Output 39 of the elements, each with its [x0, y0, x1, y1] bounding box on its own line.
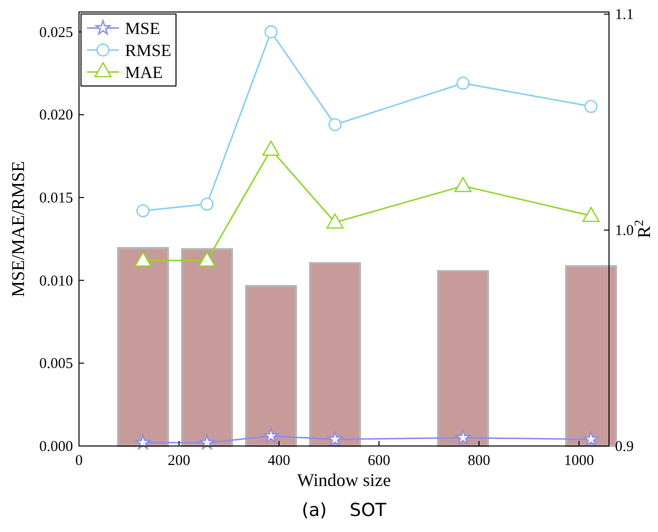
point — [136, 204, 150, 218]
point — [454, 177, 472, 192]
point — [584, 100, 598, 113]
x-tick-label: 600 — [368, 453, 390, 469]
point — [455, 430, 471, 444]
point — [456, 76, 470, 90]
text: (a) SOT — [302, 500, 388, 521]
point — [199, 434, 215, 450]
point — [263, 428, 279, 443]
y2-tick-label: 0.9 — [615, 439, 634, 455]
x-tick-label: 200 — [168, 453, 190, 469]
point — [264, 25, 278, 38]
y-tick-label: 0.015 — [39, 190, 73, 207]
y2-tick-label: 1.1 — [615, 7, 634, 24]
point — [262, 140, 280, 156]
point — [200, 198, 214, 211]
point — [198, 252, 216, 267]
y2-tick-label: 1.0 — [615, 223, 634, 240]
y-axis-title: MSE/MAE/RMSE — [8, 160, 28, 298]
x-tick-label: 0 — [75, 453, 83, 469]
x-axis-title: Window size — [297, 470, 391, 490]
x-tick-label: 1000 — [564, 453, 594, 469]
point — [583, 431, 599, 446]
y-tick-label: 0.010 — [39, 273, 73, 290]
legend-label: RMSE — [125, 41, 172, 60]
point — [582, 206, 600, 222]
x-tick-label: 800 — [468, 453, 490, 469]
point — [326, 214, 344, 229]
point — [327, 431, 343, 446]
point — [328, 118, 342, 132]
x-tick-label: 400 — [268, 453, 290, 469]
legend-label: MAE — [125, 63, 163, 82]
y-tick-label: 0.000 — [39, 439, 73, 455]
y-tick-label: 0.025 — [39, 24, 73, 41]
y-tick-label: 0.005 — [39, 356, 73, 372]
y-tick-label: 0.020 — [39, 108, 73, 124]
point — [135, 434, 151, 450]
legend-label: MSE — [125, 19, 160, 38]
point — [134, 252, 152, 267]
